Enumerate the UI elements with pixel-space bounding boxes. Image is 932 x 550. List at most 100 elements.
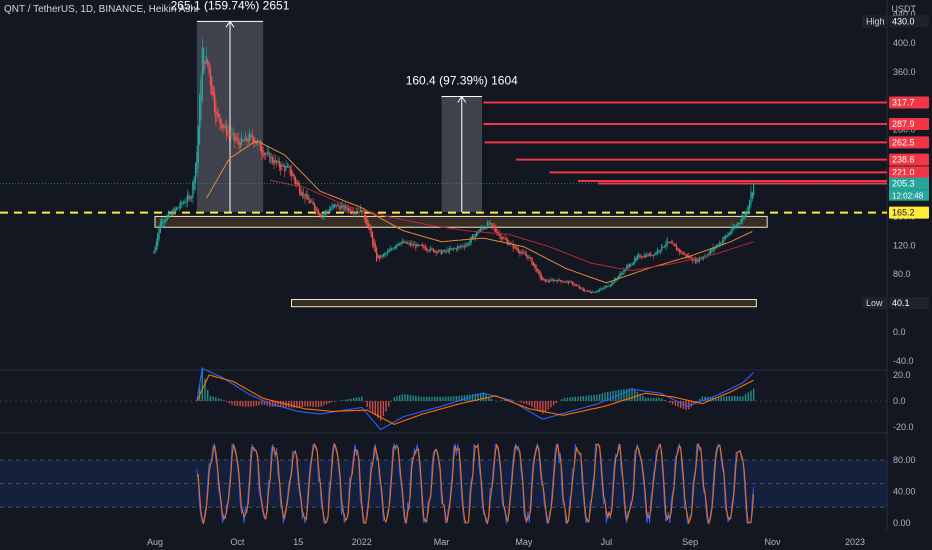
candle-body xyxy=(607,286,609,288)
candle-body xyxy=(289,165,291,175)
candle-body xyxy=(176,207,178,211)
candle-body xyxy=(520,252,522,254)
macd-histogram-bar xyxy=(255,401,258,406)
candle-body xyxy=(696,258,698,262)
candle-body xyxy=(186,194,189,203)
candle-body xyxy=(708,252,710,256)
candle-body xyxy=(621,273,624,275)
candle-body xyxy=(693,258,695,261)
macd-histogram-bar xyxy=(223,400,225,401)
macd-histogram-bar xyxy=(725,396,728,401)
candle-body xyxy=(503,238,505,240)
macd-histogram-bar xyxy=(479,392,482,401)
candle-body xyxy=(489,221,491,225)
chart-header[interactable]: QNT / TetherUS, 1D, BINANCE, Heikin Ashi xyxy=(4,4,199,15)
candle-body xyxy=(246,138,248,142)
candle-body xyxy=(193,177,195,190)
candle-body xyxy=(231,133,233,135)
macd-histogram-bar xyxy=(398,395,401,401)
candle-body xyxy=(311,201,313,203)
candle-body xyxy=(734,225,736,229)
macd-histogram-bar xyxy=(258,401,260,406)
measure-label: 160.4 (97.39%) 1604 xyxy=(406,73,518,87)
macd-histogram-bar xyxy=(236,401,239,406)
candle-body xyxy=(223,125,225,129)
macd-histogram-bar xyxy=(715,397,717,401)
macd-histogram-bar xyxy=(331,401,333,403)
stoch-tick-label: 80.00 xyxy=(893,455,916,465)
candle-body xyxy=(431,248,433,250)
price-tick-label: -40.0 xyxy=(893,356,914,366)
macd-histogram-bar xyxy=(361,396,363,401)
macd-tick-label: 20.0 xyxy=(893,370,911,380)
candle-body xyxy=(319,212,321,217)
candle-body xyxy=(598,289,601,291)
candle-body xyxy=(658,250,660,252)
macd-histogram-bar xyxy=(477,393,479,401)
candle-body xyxy=(724,235,726,240)
candle-body xyxy=(194,162,197,184)
candle-body xyxy=(184,202,186,204)
candle-body xyxy=(670,242,672,244)
macd-histogram-bar xyxy=(701,396,703,401)
candle-body xyxy=(324,210,326,215)
candle-body xyxy=(307,195,309,200)
candle-body xyxy=(185,201,187,203)
macd-histogram-bar xyxy=(293,401,295,408)
macd-histogram-bar xyxy=(382,401,385,417)
candle-body xyxy=(669,241,671,243)
candle-body xyxy=(284,166,286,172)
candle-body xyxy=(501,236,503,240)
candle-body xyxy=(346,206,348,210)
candle-body xyxy=(385,253,387,255)
candle-body xyxy=(340,205,343,209)
candle-body xyxy=(362,210,364,213)
candle-body xyxy=(338,205,340,207)
candle-body xyxy=(703,257,705,259)
candle-body xyxy=(394,246,397,249)
candle-body xyxy=(742,214,744,221)
last-price-label: 205.3 xyxy=(892,179,915,189)
candle-body xyxy=(162,221,164,224)
candle-body xyxy=(567,281,570,284)
macd-histogram-bar xyxy=(228,401,231,404)
candle-body xyxy=(353,211,355,214)
candle-body xyxy=(297,182,299,187)
candle-body xyxy=(240,137,243,146)
candle-body xyxy=(378,255,380,260)
macd-histogram-bar xyxy=(393,397,395,401)
candle-body xyxy=(242,139,244,142)
candle-body xyxy=(650,254,652,256)
candle-body xyxy=(597,289,599,292)
high-price-label-bg xyxy=(889,15,929,28)
macd-histogram-bar xyxy=(663,399,666,401)
macd-histogram-bar xyxy=(536,401,539,411)
macd-histogram-bar xyxy=(542,401,544,414)
low-tag-bg xyxy=(862,297,888,310)
macd-histogram-bar xyxy=(696,401,698,402)
macd-histogram-bar xyxy=(301,401,303,408)
macd-histogram-bar xyxy=(607,391,609,401)
macd-histogram-bar xyxy=(596,394,598,401)
macd-histogram-bar xyxy=(747,392,749,401)
macd-histogram-bar xyxy=(698,399,701,401)
candle-body xyxy=(605,285,607,288)
macd-histogram-bar xyxy=(320,401,322,407)
candle-body xyxy=(267,152,270,154)
macd-histogram-bar xyxy=(639,393,641,401)
candle-body xyxy=(498,233,501,236)
candle-body xyxy=(698,257,701,261)
macd-histogram-bar xyxy=(636,391,639,401)
candle-body xyxy=(243,140,245,142)
macd-histogram-bar xyxy=(561,399,563,401)
candle-body xyxy=(303,193,305,195)
candle-body xyxy=(459,246,462,248)
candle-body xyxy=(382,254,384,257)
candle-body xyxy=(321,214,324,216)
macd-histogram-bar xyxy=(250,401,252,407)
candle-body xyxy=(255,141,257,145)
candle-body xyxy=(555,280,557,282)
candle-body xyxy=(750,191,752,205)
candle-body xyxy=(447,250,449,253)
